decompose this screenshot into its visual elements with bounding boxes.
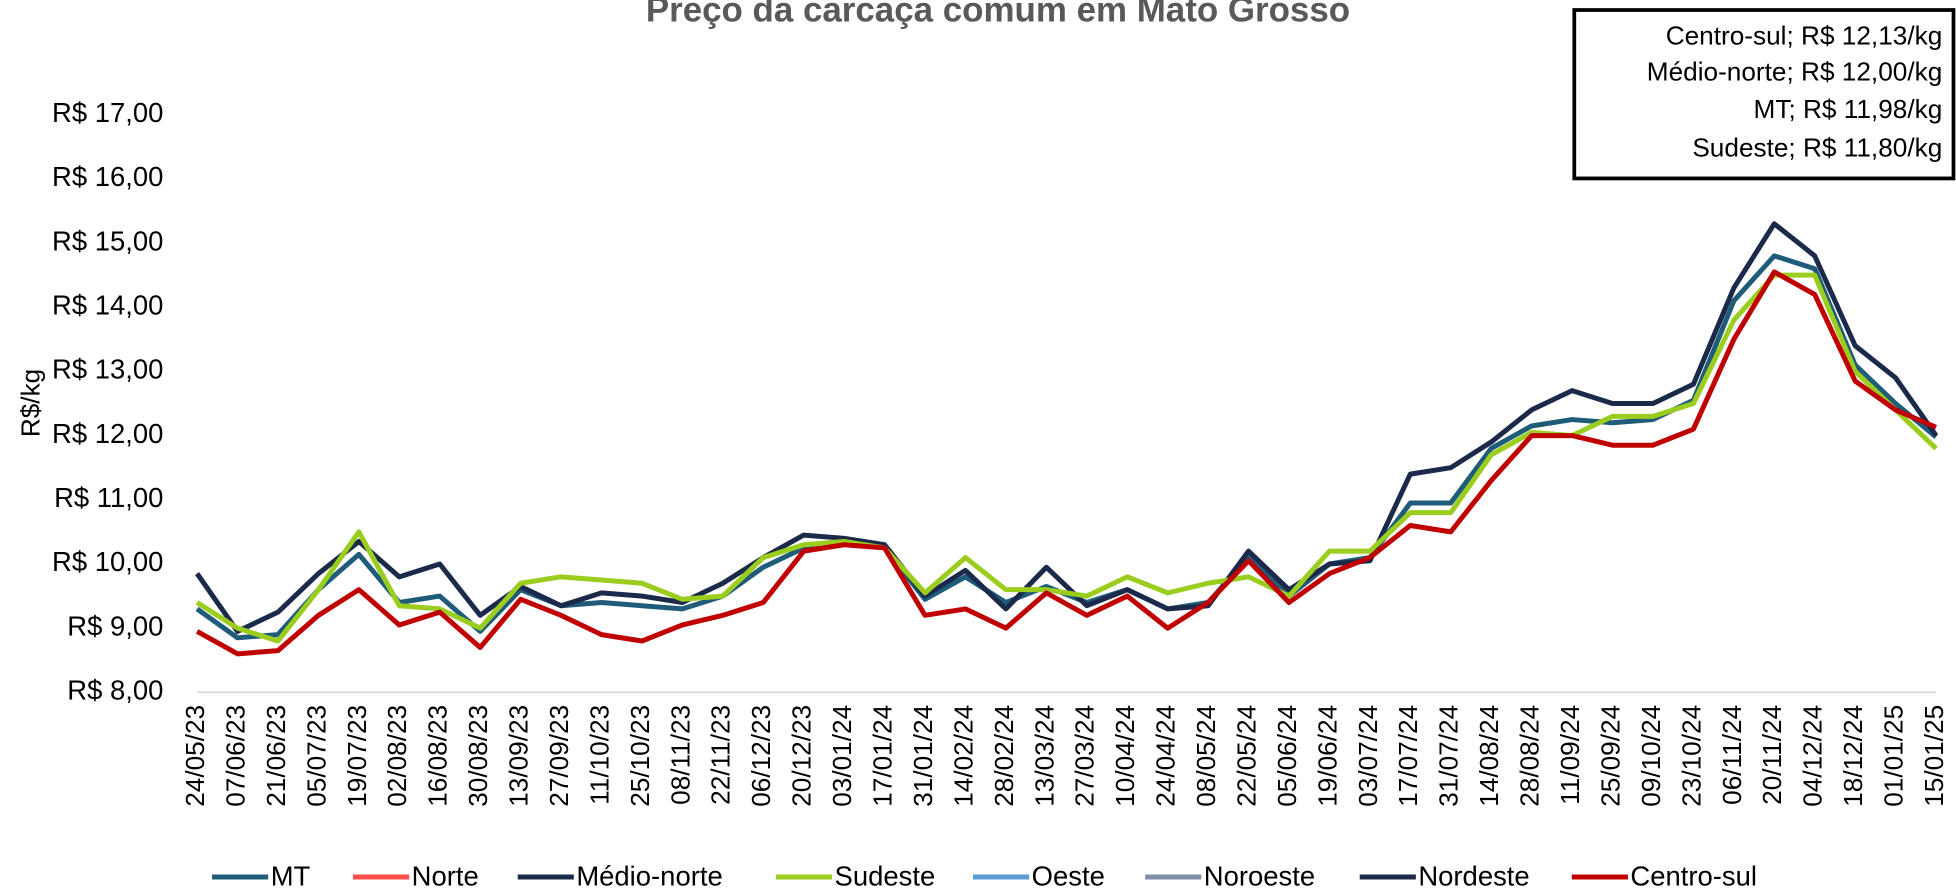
x-tick-label: 13/09/23 (504, 705, 534, 807)
x-tick-label: 14/08/24 (1474, 705, 1504, 807)
legend-label: Norte (412, 860, 479, 891)
legend-label: Sudeste (835, 860, 936, 891)
x-tick-label: 31/01/24 (908, 705, 938, 807)
x-tick-label: 25/10/23 (625, 705, 655, 807)
annotation: Médio-norte; R$ 12,00/kg (1647, 57, 1943, 87)
x-tick-label: 20/12/23 (787, 705, 817, 807)
x-tick-label: 07/06/23 (220, 705, 250, 807)
x-tick-label: 14/02/24 (948, 705, 978, 807)
x-tick-label: 20/11/24 (1757, 705, 1787, 805)
series-line (195, 272, 1938, 644)
x-tick-label: 27/03/24 (1070, 705, 1100, 807)
x-tick-label: 10/04/24 (1110, 705, 1140, 807)
x-tick-label: 28/08/24 (1515, 705, 1545, 807)
x-tick-label: 19/07/23 (342, 705, 372, 807)
x-tick-label: 28/02/24 (989, 705, 1019, 807)
x-tick-label: 04/12/24 (1798, 705, 1828, 807)
x-tick-label: 17/07/24 (1393, 705, 1423, 807)
y-tick-label: R$ 16,00 (52, 161, 163, 192)
x-tick-label: 08/11/23 (665, 705, 695, 805)
x-tick-label: 23/10/24 (1676, 705, 1706, 807)
x-tick-label: 09/10/24 (1636, 705, 1666, 807)
x-tick-label: 15/01/25 (1919, 705, 1949, 807)
series-line (195, 253, 1938, 641)
legend-label: Centro-sul (1630, 860, 1757, 891)
y-axis-label: R$/kg (15, 369, 45, 437)
x-tick-label: 21/06/23 (261, 705, 291, 807)
x-tick-label: 05/06/24 (1272, 705, 1302, 807)
y-tick-label: R$ 13,00 (52, 354, 163, 385)
annotation: Sudeste; R$ 11,80/kg (1692, 133, 1942, 163)
x-tick-label: 24/04/24 (1151, 705, 1181, 807)
x-tick-label: 11/09/24 (1555, 705, 1585, 805)
x-tick-label: 18/12/24 (1838, 705, 1868, 807)
x-tick-label: 06/11/24 (1717, 705, 1747, 805)
x-tick-label: 22/05/24 (1231, 705, 1261, 807)
legend-label: Oeste (1032, 860, 1105, 891)
annotation: MT; R$ 11,98/kg (1754, 94, 1943, 124)
x-tick-label: 13/03/24 (1029, 705, 1059, 807)
y-tick-label: R$ 12,00 (52, 418, 163, 449)
x-tick-label: 11/10/23 (584, 705, 614, 805)
y-tick-label: R$ 9,00 (67, 610, 163, 641)
annotation: Centro-sul; R$ 12,13/kg (1666, 20, 1943, 50)
y-tick-label: R$ 15,00 (52, 225, 163, 256)
legend-label: Noroeste (1204, 860, 1315, 891)
x-tick-label: 08/05/24 (1191, 705, 1221, 807)
x-tick-label: 24/05/23 (180, 705, 210, 807)
series-line (195, 221, 1939, 634)
legend-label: MT (271, 860, 311, 891)
x-tick-label: 25/09/24 (1595, 705, 1625, 807)
chart-title: Preço da carcaça comum em Mato Grosso (646, 0, 1350, 30)
x-tick-label: 30/08/23 (463, 705, 493, 807)
x-tick-label: 01/01/25 (1879, 705, 1909, 807)
x-tick-label: 03/01/24 (827, 705, 857, 807)
x-tick-label: 03/07/24 (1353, 705, 1383, 807)
y-tick-label: R$ 11,00 (54, 482, 163, 513)
x-tick-label: 16/08/23 (423, 705, 453, 807)
y-tick-label: R$ 14,00 (52, 289, 163, 320)
series-line (195, 269, 1938, 657)
annotation-box (1572, 8, 1956, 181)
y-tick-label: R$ 8,00 (67, 675, 163, 706)
x-tick-label: 05/07/23 (301, 705, 331, 807)
x-tick-label: 31/07/24 (1434, 705, 1464, 807)
x-tick-label: 06/12/23 (746, 705, 776, 807)
x-tick-label: 17/01/24 (868, 705, 898, 807)
y-tick-label: R$ 10,00 (52, 546, 163, 577)
y-tick-label: R$ 17,00 (52, 97, 163, 128)
x-tick-label: 22/11/23 (706, 705, 736, 805)
x-tick-label: 19/06/24 (1312, 705, 1342, 807)
legend-label: Médio-norte (576, 860, 722, 891)
legend-label: Nordeste (1418, 860, 1529, 891)
x-tick-label: 27/09/23 (544, 705, 574, 807)
x-tick-label: 02/08/23 (382, 705, 412, 807)
